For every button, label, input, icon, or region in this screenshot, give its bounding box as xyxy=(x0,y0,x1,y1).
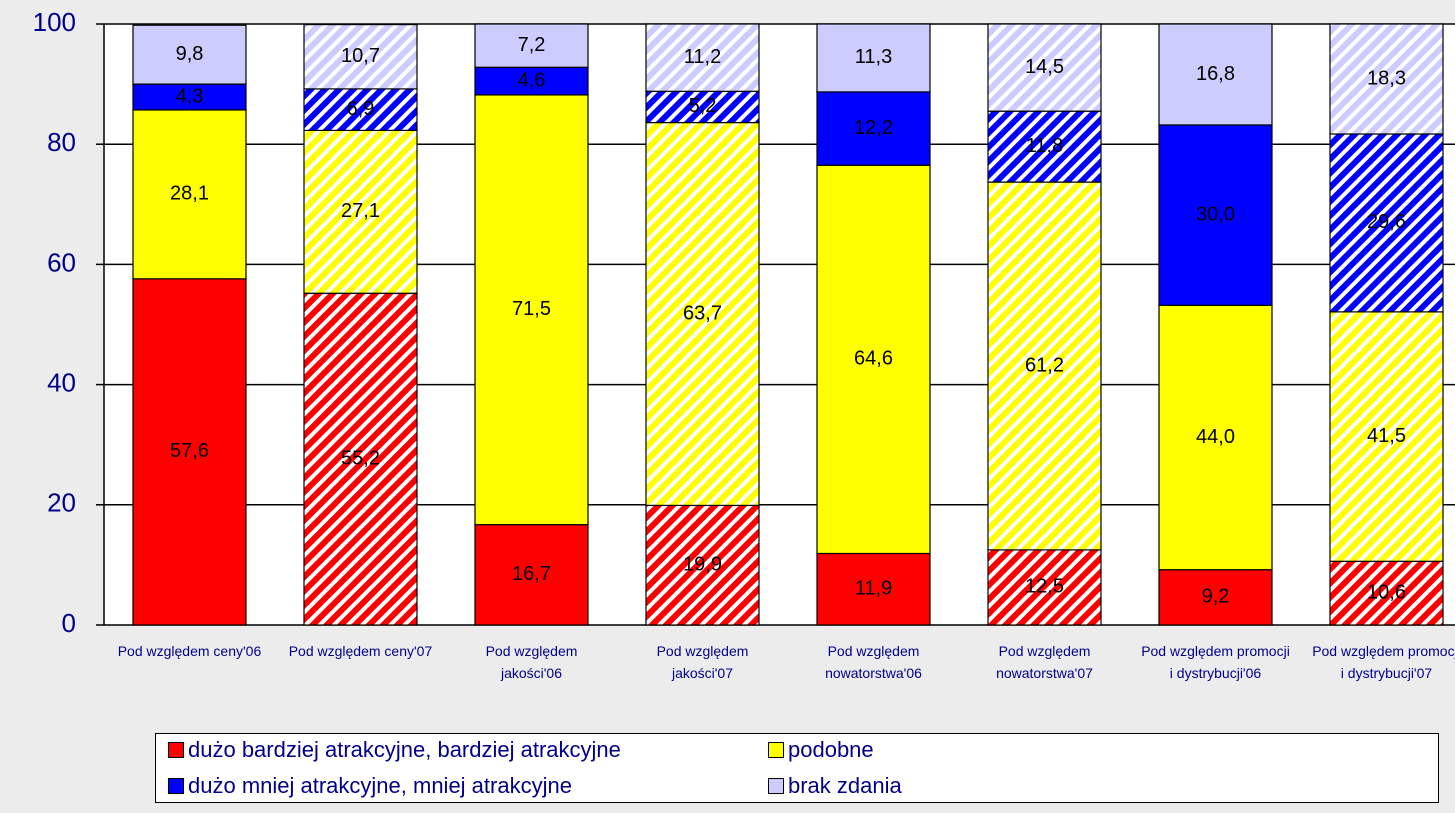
value-label: 7,2 xyxy=(518,34,546,56)
bar-segment xyxy=(303,24,418,90)
bar-segment xyxy=(816,23,931,93)
bar-segment xyxy=(303,129,418,294)
x-tick-label: Pod względem jakości'07 xyxy=(656,643,749,681)
bar-segment xyxy=(645,504,760,626)
bar-segment xyxy=(1158,304,1273,571)
bar-segment xyxy=(303,292,418,626)
value-label: 10,7 xyxy=(341,45,380,67)
bar-segment xyxy=(1158,23,1273,126)
bar-segment xyxy=(645,121,760,507)
value-label: 18,3 xyxy=(1367,67,1406,89)
value-label: 9,2 xyxy=(1202,586,1230,608)
bar-segment xyxy=(987,110,1102,183)
legend-swatch xyxy=(168,778,184,794)
value-label: 16,8 xyxy=(1196,63,1235,85)
value-label: 12,5 xyxy=(1025,576,1064,598)
value-label: 9,8 xyxy=(176,43,204,65)
x-tick-label: Pod względem jakości'06 xyxy=(485,643,578,681)
value-label: 29,6 xyxy=(1367,211,1406,233)
bar-segment xyxy=(816,552,931,626)
value-label: 64,6 xyxy=(854,348,893,370)
y-tick-label: 60 xyxy=(47,247,76,277)
bar-segment xyxy=(474,23,589,68)
bar-segment xyxy=(645,90,760,124)
value-label: 27,1 xyxy=(341,200,380,222)
value-label: 55,2 xyxy=(341,447,380,469)
y-tick-label: 20 xyxy=(47,488,76,518)
bar-segment xyxy=(987,181,1102,551)
value-label: 71,5 xyxy=(512,298,551,320)
x-tick-label: Pod względem ceny'07 xyxy=(288,643,433,659)
bar-segment xyxy=(816,164,931,555)
value-label: 11,9 xyxy=(855,578,892,600)
legend-item: podobne xyxy=(768,737,874,763)
value-label: 30,0 xyxy=(1196,203,1235,225)
legend-item: dużo mniej atrakcyjne, mniej atrakcyjne xyxy=(168,773,572,799)
bar-segment xyxy=(474,524,589,626)
x-tick-label: Pod względem promocji i dystrybucji'07 xyxy=(1312,643,1455,681)
value-label: 57,6 xyxy=(170,440,209,462)
bar-segment xyxy=(1329,560,1444,626)
bar-segment xyxy=(987,23,1102,112)
bar-segment xyxy=(132,109,247,280)
bar-segment xyxy=(987,549,1102,626)
value-label: 5,2 xyxy=(689,95,717,117)
y-tick-label: 80 xyxy=(47,127,76,157)
legend-swatch xyxy=(768,778,784,794)
value-label: 61,2 xyxy=(1025,354,1064,376)
value-label: 19,9 xyxy=(683,553,722,575)
legend-label: brak zdania xyxy=(788,773,902,798)
value-label: 11,8 xyxy=(1026,135,1063,157)
legend-item: brak zdania xyxy=(768,773,902,799)
value-label: 4,3 xyxy=(176,85,204,107)
legend-label: podobne xyxy=(788,737,874,762)
bar-segment xyxy=(132,83,247,111)
value-label: 63,7 xyxy=(683,302,722,324)
y-tick-label: 40 xyxy=(47,367,76,397)
value-label: 12,2 xyxy=(854,117,893,139)
value-label: 10,6 xyxy=(1367,581,1406,603)
value-label: 4,6 xyxy=(518,69,546,91)
x-tick-label: Pod względem ceny'06 xyxy=(117,643,262,659)
x-tick-label: Pod względem nowatorstwa'07 xyxy=(996,643,1093,681)
bar-segment xyxy=(1158,569,1273,626)
bar-segment xyxy=(1329,23,1444,135)
legend-label: dużo mniej atrakcyjne, mniej atrakcyjne xyxy=(188,773,572,798)
bar-segment xyxy=(132,278,247,626)
legend-item: dużo bardziej atrakcyjne, bardziej atrak… xyxy=(168,737,621,763)
bar-segment xyxy=(645,23,760,92)
value-label: 41,5 xyxy=(1367,425,1406,447)
value-label: 14,5 xyxy=(1025,56,1064,78)
bar-segment xyxy=(1329,311,1444,562)
value-label: 44,0 xyxy=(1196,426,1235,448)
legend-swatch xyxy=(168,742,184,758)
bar-segment xyxy=(1329,133,1444,313)
bar-segment xyxy=(816,91,931,166)
value-label: 11,2 xyxy=(684,46,721,68)
bar-segment xyxy=(132,24,247,85)
legend: dużo bardziej atrakcyjne, bardziej atrak… xyxy=(155,733,1439,803)
value-label: 16,7 xyxy=(512,563,551,585)
value-label: 6,9 xyxy=(347,98,375,120)
y-tick-label: 0 xyxy=(62,608,76,638)
legend-swatch xyxy=(768,742,784,758)
value-label: 28,1 xyxy=(170,183,209,205)
y-tick-label: 100 xyxy=(33,7,76,37)
x-tick-label: Pod względem nowatorstwa'06 xyxy=(825,643,922,681)
x-tick-label: Pod względem promocji i dystrybucji'06 xyxy=(1141,643,1290,681)
bar-segment xyxy=(474,94,589,526)
value-label: 11,3 xyxy=(855,46,892,68)
legend-label: dużo bardziej atrakcyjne, bardziej atrak… xyxy=(188,737,621,762)
